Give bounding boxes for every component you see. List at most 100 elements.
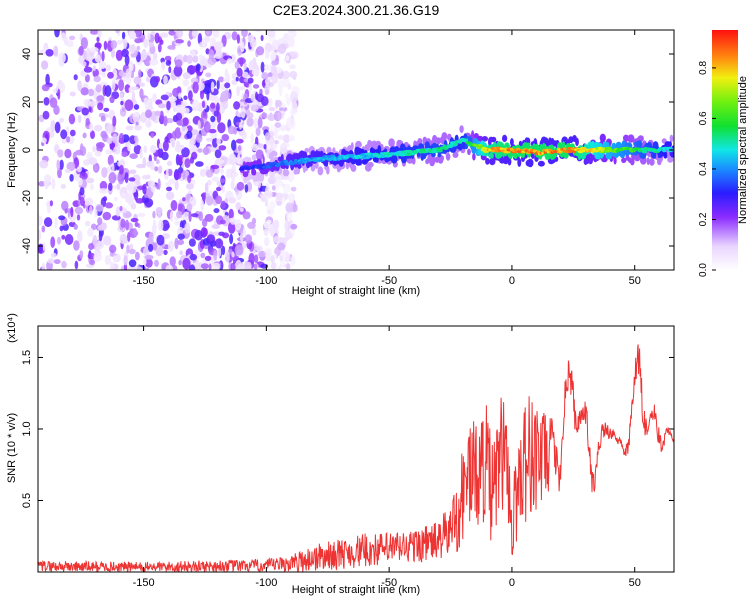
heatmap-noise-blob [61, 234, 66, 240]
heatmap-noise-blob [168, 30, 176, 36]
heatmap-noise-blob [233, 101, 241, 110]
heatmap-noise-blob [231, 79, 238, 86]
heatmap-noise-blob [204, 213, 214, 222]
heatmap-noise-blob [272, 176, 277, 184]
heatmap-noise-blob [285, 55, 290, 62]
heatmap-noise-blob [109, 244, 117, 254]
heatmap-noise-blob [103, 235, 112, 246]
heatmap-noise-blob [120, 192, 127, 199]
heatmap-noise-blob [149, 144, 157, 154]
heatmap-noise-blob [73, 74, 78, 81]
heatmap-noise-blob [238, 145, 242, 152]
heatmap-noise-blob [277, 135, 285, 140]
heatmap-noise-blob [208, 128, 217, 134]
heatmap-noise-blob [42, 242, 46, 251]
heatmap-noise-blob [205, 72, 212, 78]
x-tick-label: -100 [255, 275, 277, 287]
heatmap-noise-blob [211, 224, 220, 230]
heatmap-noise-blob [287, 82, 292, 90]
heatmap-signal-blob [667, 156, 674, 163]
heatmap-noise-blob [221, 245, 226, 256]
heatmap-noise-blob [281, 70, 290, 80]
heatmap-noise-blob [54, 217, 58, 229]
heatmap-noise-blob [174, 237, 179, 250]
heatmap-noise-blob [225, 251, 230, 263]
heatmap-noise-blob [123, 255, 128, 266]
heatmap-noise-blob [177, 239, 185, 246]
heatmap-noise-blob [281, 76, 290, 88]
colorbar-tick-label: 0.4 [698, 162, 709, 176]
heatmap-noise-blob [236, 181, 245, 191]
heatmap-signal-blob [442, 144, 446, 148]
heatmap-noise-blob [74, 260, 79, 270]
heatmap-noise-blob [276, 200, 282, 206]
heatmap-noise-blob [227, 92, 231, 100]
snr-plot-area [38, 326, 674, 572]
heatmap-noise-blob [166, 100, 171, 111]
heatmap-noise-blob [181, 147, 190, 158]
heatmap-noise-blob [88, 88, 95, 97]
chart-title: C2E3.2024.300.21.36.G19 [273, 2, 440, 18]
heatmap-signal-blob [627, 134, 635, 143]
heatmap-noise-blob [275, 180, 284, 187]
heatmap-noise-blob [243, 260, 250, 270]
heatmap-signal-blob [464, 138, 469, 142]
heatmap-noise-blob [243, 62, 247, 70]
heatmap-noise-blob [38, 181, 46, 187]
heatmap-signal-blob [490, 136, 497, 143]
colorbar: 0.0 0.2 0.4 0.6 0.8 Normalized spectral ampl… [698, 30, 749, 277]
heatmap-noise-blob [152, 210, 156, 219]
heatmap-noise-blob [79, 250, 84, 259]
heatmap-noise-blob [263, 228, 269, 236]
heatmap-noise-blob [277, 242, 286, 251]
heatmap-noise-blob [184, 222, 191, 234]
heatmap-noise-blob [148, 102, 152, 108]
heatmap-noise-blob [264, 89, 270, 95]
heatmap-noise-blob [208, 49, 215, 61]
heatmap-noise-blob [130, 217, 139, 223]
heatmap-noise-blob [257, 117, 263, 129]
heatmap-noise-blob [64, 234, 74, 245]
snr-panel: -150 -100 -50 0 50 0.5 1.0 1.5 Height of strai… [6, 313, 675, 596]
heatmap-noise-blob [167, 45, 176, 50]
heatmap-noise-blob [94, 124, 103, 132]
heatmap-noise-blob [218, 231, 226, 236]
heatmap-noise-blob [246, 112, 254, 119]
snr-y-label: SNR (10 * v/v) [6, 413, 18, 483]
heatmap-noise-blob [181, 144, 185, 149]
heatmap-noise-blob [220, 91, 229, 103]
y-tick-label: 0.5 [21, 493, 33, 508]
heatmap-signal-blob [355, 158, 362, 166]
heatmap-noise-blob [157, 211, 162, 219]
heatmap-noise-blob [212, 30, 220, 38]
heatmap-signal-blob [621, 157, 627, 164]
heatmap-noise-blob [69, 35, 76, 41]
heatmap-signal-blob [517, 157, 522, 167]
heatmap-noise-blob [132, 111, 140, 124]
heatmap-noise-blob [191, 129, 199, 136]
heatmap-noise-blob [267, 45, 275, 51]
heatmap-noise-blob [215, 195, 223, 205]
heatmap-noise-blob [273, 142, 278, 149]
heatmap-noise-blob [93, 165, 98, 172]
heatmap-noise-blob [161, 151, 169, 161]
heatmap-noise-blob [186, 54, 193, 64]
colorbar-tick-label: 0.8 [698, 61, 709, 75]
heatmap-noise-blob [103, 107, 110, 112]
heatmap-noise-blob [257, 250, 266, 258]
heatmap-noise-blob [277, 112, 281, 121]
heatmap-noise-blob [83, 50, 87, 60]
heatmap-noise-blob [289, 91, 299, 103]
heatmap-noise-blob [129, 153, 138, 160]
heatmap-noise-blob [169, 211, 174, 222]
heatmap-noise-blob [209, 94, 216, 102]
heatmap-noise-blob [206, 195, 214, 206]
heatmap-noise-blob [64, 168, 71, 173]
heatmap-noise-blob [264, 198, 269, 207]
heatmap-noise-blob [165, 60, 172, 66]
heatmap-noise-blob [239, 57, 244, 67]
heatmap-noise-blob [231, 172, 236, 183]
heatmap-noise-blob [268, 106, 276, 112]
heatmap-noise-blob [128, 44, 137, 53]
heatmap-noise-blob [239, 121, 242, 130]
